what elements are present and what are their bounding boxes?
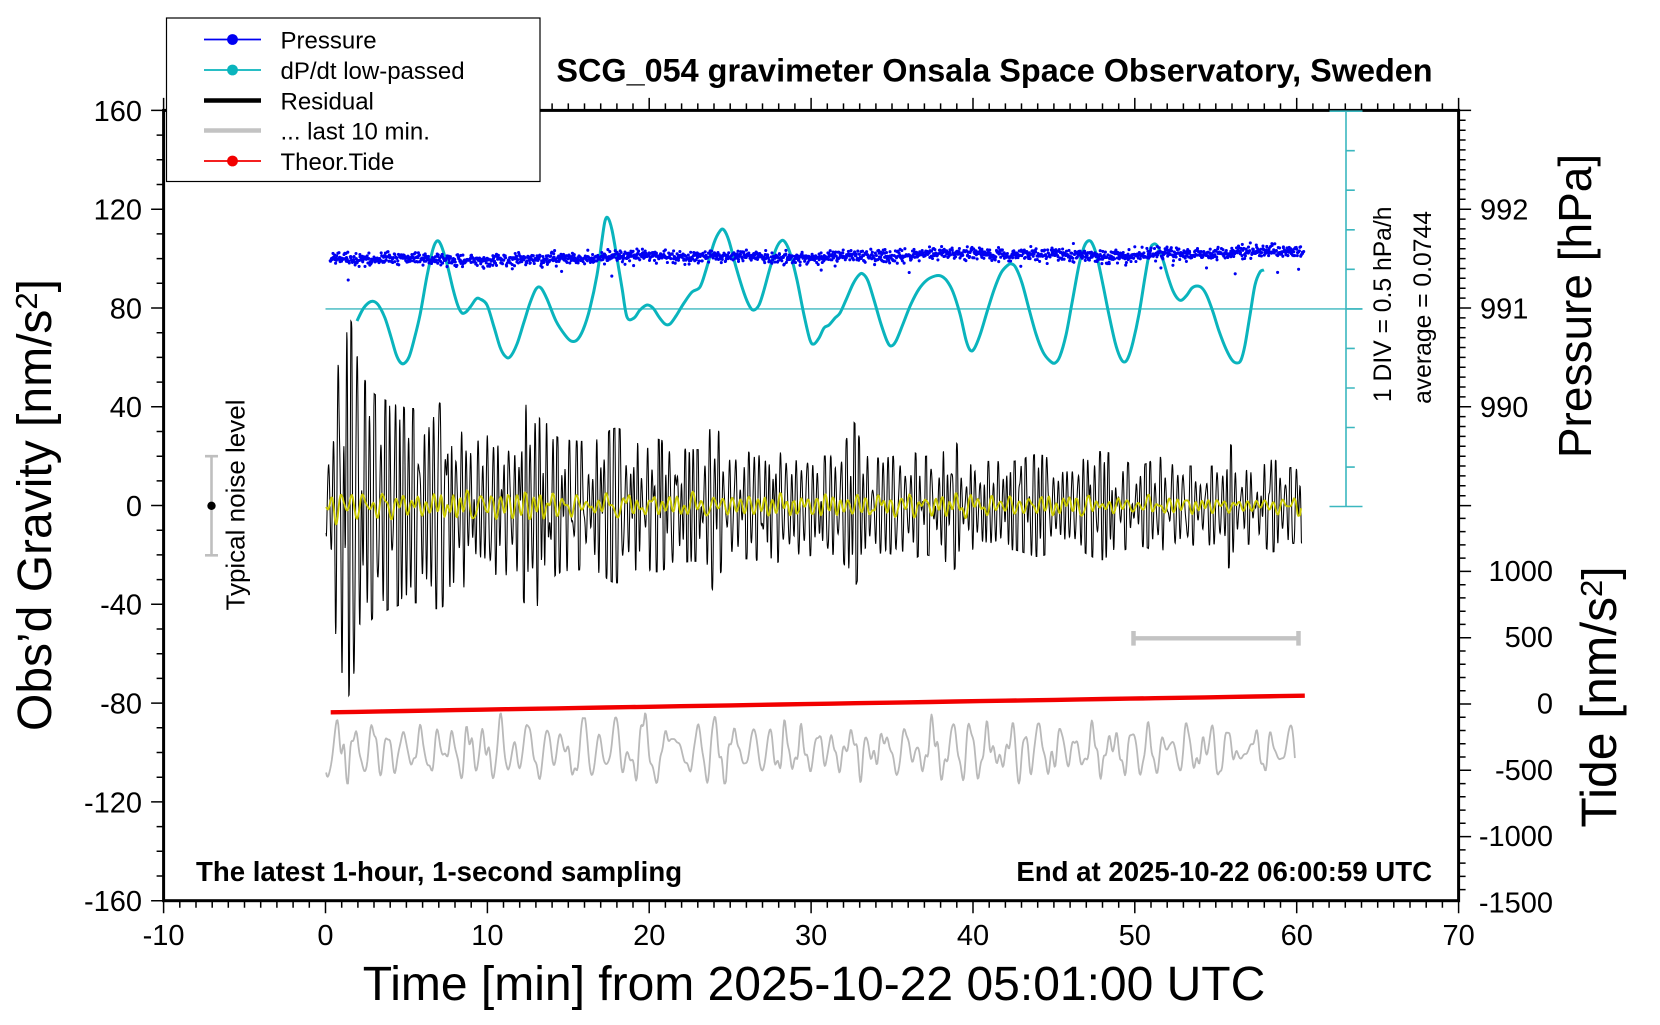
svg-text:992: 992 [1480, 195, 1528, 227]
svg-text:Typical noise level: Typical noise level [220, 400, 250, 611]
svg-text:500: 500 [1505, 622, 1553, 654]
svg-text:60: 60 [1281, 920, 1313, 952]
svg-text:40: 40 [957, 920, 989, 952]
svg-text:990: 990 [1480, 392, 1528, 424]
svg-text:120: 120 [94, 195, 142, 227]
svg-text:... last 10 min.: ... last 10 min. [281, 119, 430, 146]
svg-text:0: 0 [126, 491, 142, 523]
svg-text:70: 70 [1442, 920, 1474, 952]
svg-text:Pressure [hPa]: Pressure [hPa] [1549, 154, 1601, 458]
svg-text:The latest 1-hour, 1-second sa: The latest 1-hour, 1-second sampling [196, 856, 682, 887]
svg-text:0: 0 [317, 920, 333, 952]
svg-text:Obs’d Gravity [nm/s2]: Obs’d Gravity [nm/s2] [9, 279, 62, 731]
svg-text:0: 0 [1537, 689, 1553, 721]
svg-text:-500: -500 [1495, 755, 1553, 787]
svg-text:20: 20 [633, 920, 665, 952]
svg-text:-80: -80 [100, 689, 142, 721]
svg-text:40: 40 [110, 392, 142, 424]
svg-text:dP/dt low-passed: dP/dt low-passed [281, 58, 465, 85]
svg-text:-160: -160 [84, 886, 142, 918]
svg-text:-120: -120 [84, 787, 142, 819]
svg-text:-1500: -1500 [1479, 887, 1553, 919]
svg-text:80: 80 [110, 293, 142, 325]
svg-text:50: 50 [1119, 920, 1151, 952]
svg-text:End at 2025-10-22 06:00:59 UTC: End at 2025-10-22 06:00:59 UTC [1016, 856, 1432, 887]
svg-text:Pressure: Pressure [281, 28, 377, 55]
svg-text:-40: -40 [100, 590, 142, 622]
svg-text:1000: 1000 [1488, 556, 1553, 588]
svg-text:Theor.Tide: Theor.Tide [281, 149, 395, 176]
svg-text:Time [min] from 2025-10-22 05:: Time [min] from 2025-10-22 05:01:00 UTC [363, 958, 1266, 1011]
svg-text:160: 160 [94, 96, 142, 128]
svg-text:Tide [nm/s2]: Tide [nm/s2] [1571, 566, 1627, 827]
svg-text:average = 0.0744: average = 0.0744 [1410, 211, 1437, 404]
svg-text:Residual: Residual [281, 89, 374, 116]
svg-text:-10: -10 [143, 920, 185, 952]
svg-text:SCG_054 gravimeter Onsala Spac: SCG_054 gravimeter Onsala Space Observat… [556, 53, 1432, 89]
svg-text:30: 30 [795, 920, 827, 952]
svg-text:10: 10 [471, 920, 503, 952]
svg-text:1 DIV = 0.5 hPa/h: 1 DIV = 0.5 hPa/h [1370, 207, 1397, 403]
svg-text:-1000: -1000 [1479, 821, 1553, 853]
svg-text:991: 991 [1480, 293, 1528, 325]
